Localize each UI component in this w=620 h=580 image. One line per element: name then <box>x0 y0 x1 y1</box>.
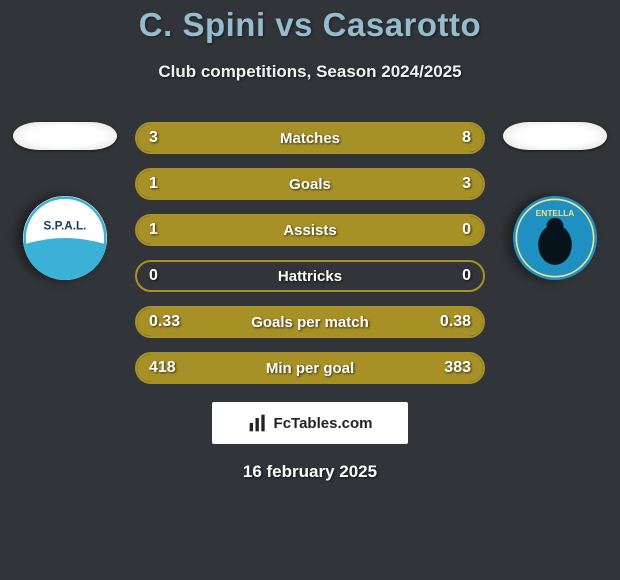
stat-label: Goals per match <box>251 314 369 331</box>
comparison-area: S.P.A.L. Matches38Goals13Assists10Hattri… <box>0 122 620 384</box>
right-side: ENTELLA <box>503 122 607 280</box>
stat-label: Min per goal <box>266 360 354 377</box>
date-text: 16 february 2025 <box>0 462 620 482</box>
club-crest-right: ENTELLA <box>513 196 597 280</box>
brand-text: FcTables.com <box>274 415 373 432</box>
stat-value-right: 0.38 <box>440 313 471 331</box>
page-title: C. Spini vs Casarotto <box>0 6 620 44</box>
stat-value-left: 0 <box>149 267 158 285</box>
bar-fill-right <box>230 124 483 152</box>
brand-badge[interactable]: FcTables.com <box>212 402 408 444</box>
bar-fill-right <box>224 170 484 198</box>
stat-value-left: 3 <box>149 129 158 147</box>
stat-label: Hattricks <box>278 268 342 285</box>
stat-value-right: 0 <box>462 267 471 285</box>
stat-value-left: 0.33 <box>149 313 180 331</box>
stat-value-right: 8 <box>462 129 471 147</box>
stat-row: Assists 1 0 <box>135 214 485 246</box>
left-side: S.P.A.L. <box>13 122 117 280</box>
stat-row: Min per goal 418 383 <box>135 352 485 384</box>
stat-label: Goals <box>289 176 331 193</box>
stat-row: Goals 1 3 <box>135 168 485 200</box>
stat-value-right: 383 <box>444 359 471 377</box>
svg-text:ENTELLA: ENTELLA <box>536 208 575 218</box>
club-crest-left: S.P.A.L. <box>23 196 107 280</box>
stat-label: Assists <box>283 222 336 239</box>
stat-label: Matches <box>280 130 340 147</box>
stat-value-right: 0 <box>462 221 471 239</box>
country-flag-right <box>503 122 607 150</box>
stat-value-left: 1 <box>149 175 158 193</box>
chart-icon <box>248 413 268 433</box>
svg-text:S.P.A.L.: S.P.A.L. <box>44 220 87 233</box>
country-flag-left <box>13 122 117 150</box>
stat-row: Hattricks 0 0 <box>135 260 485 292</box>
stat-row: Matches 3 8 <box>135 122 485 154</box>
stat-value-left: 1 <box>149 221 158 239</box>
stat-row: Goals per match 0.33 0.38 <box>135 306 485 338</box>
stat-bars: Matches 3 8 Goals 1 3 Assists 1 0 Hattricks 0 0 Goal… <box>135 122 485 384</box>
stat-value-left: 418 <box>149 359 176 377</box>
subtitle: Club competitions, Season 2024/2025 <box>0 62 620 82</box>
stat-value-right: 3 <box>462 175 471 193</box>
